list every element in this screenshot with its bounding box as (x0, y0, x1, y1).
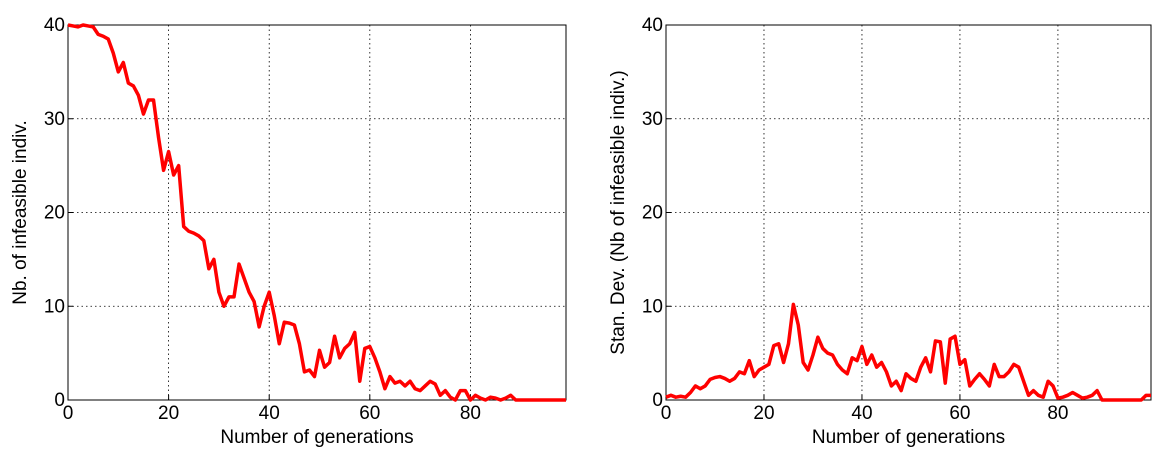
y-tick-label: 40 (44, 15, 65, 36)
y-axis-label: Nb. of infeasible indiv. (10, 120, 31, 304)
x-tick-label: 40 (259, 403, 280, 424)
x-tick-label: 20 (158, 403, 179, 424)
y-tick-label: 20 (642, 203, 663, 224)
x-tick-label: 60 (359, 403, 380, 424)
x-tick-label: 60 (949, 403, 970, 424)
x-tick-label: 40 (851, 403, 872, 424)
y-tick-label: 20 (44, 203, 65, 224)
data-line (665, 302, 1151, 402)
axes-frame (665, 24, 1152, 401)
x-tick-label: 0 (63, 403, 74, 424)
x-axis-label: Number of generations (812, 427, 1005, 448)
y-tick-label: 10 (44, 296, 65, 317)
axes-frame (67, 24, 567, 401)
y-axis-label: Stan. Dev. (Nb of infeasible indiv.) (608, 70, 629, 354)
x-tick-label: 80 (460, 403, 481, 424)
x-tick-label: 0 (661, 403, 672, 424)
y-tick-label: 40 (642, 15, 663, 36)
y-tick-label: 30 (44, 109, 65, 130)
x-axis-label: Number of generations (220, 427, 413, 448)
y-tick-label: 0 (54, 390, 65, 411)
y-tick-label: 30 (642, 109, 663, 130)
x-tick-label: 80 (1047, 403, 1068, 424)
y-tick-label: 10 (642, 296, 663, 317)
x-tick-label: 20 (753, 403, 774, 424)
y-tick-label: 0 (652, 390, 663, 411)
data-line (67, 23, 566, 402)
